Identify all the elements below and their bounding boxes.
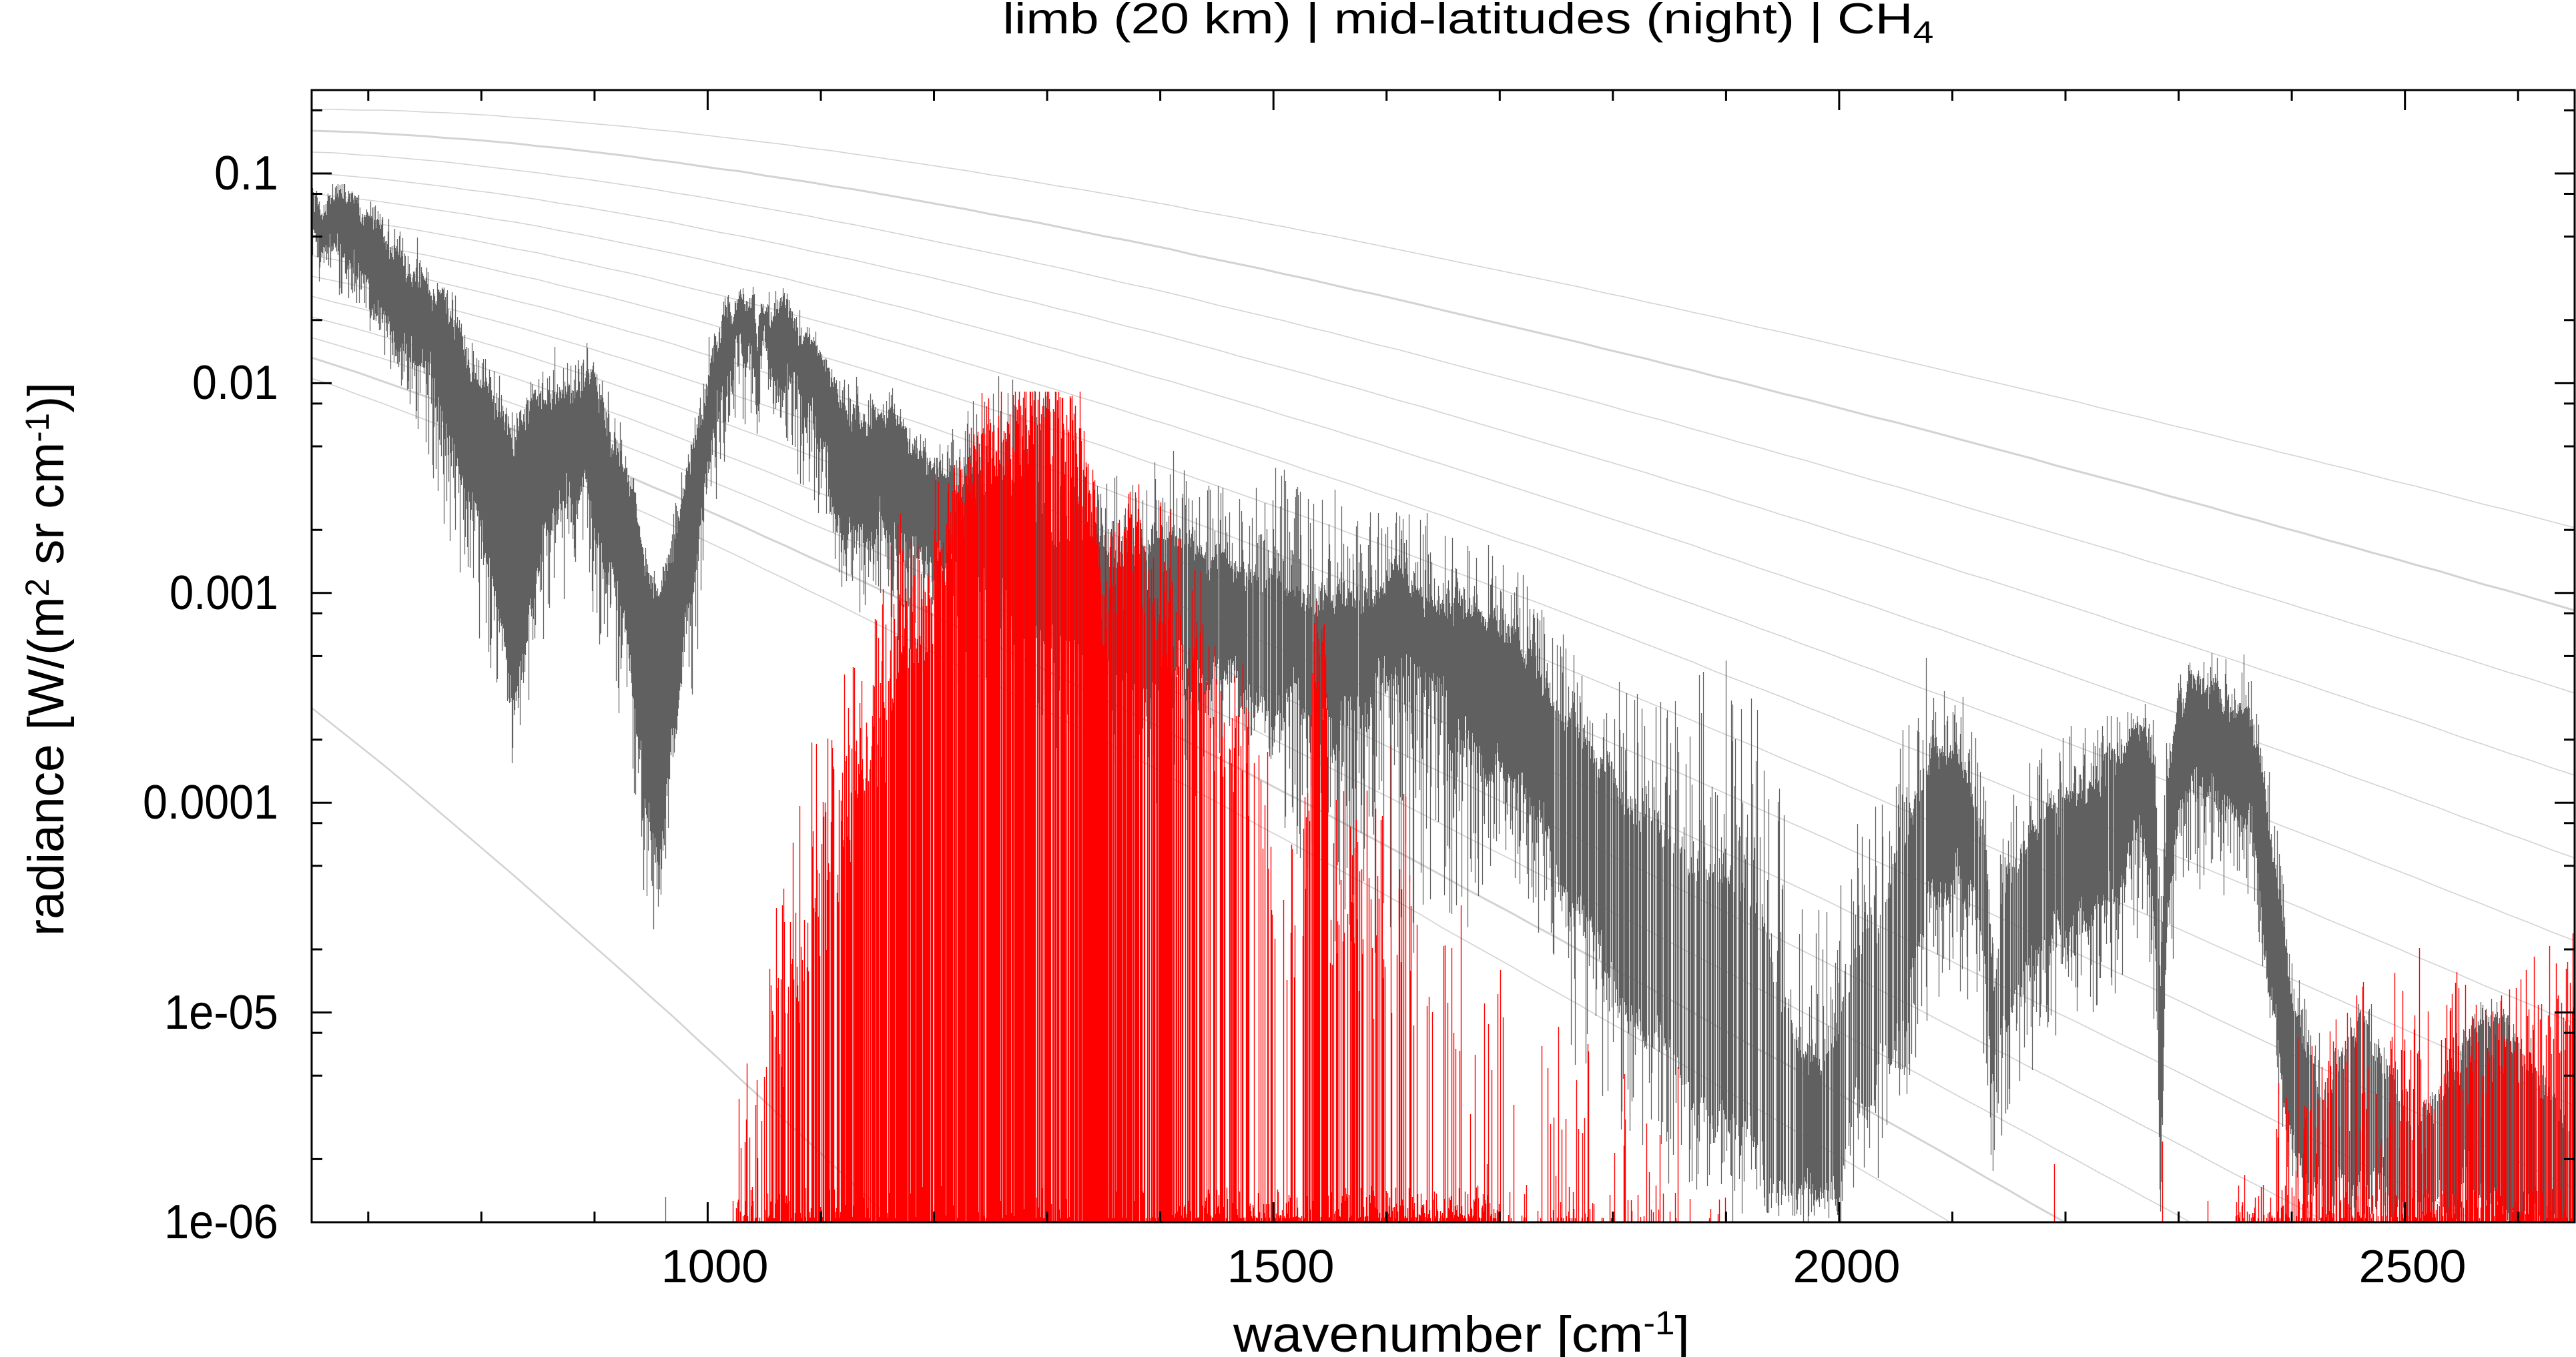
svg-text:0.01: 0.01 [192,356,278,410]
svg-text:limb (20 km) | mid-latitudes (: limb (20 km) | mid-latitudes (night) | C… [1003,0,1934,49]
svg-text:1500: 1500 [1227,1240,1335,1292]
svg-text:0.001: 0.001 [170,566,278,620]
svg-text:0.0001: 0.0001 [143,776,278,829]
svg-text:1e-05: 1e-05 [164,986,278,1039]
svg-text:2000: 2000 [1793,1240,1901,1292]
svg-text:radiance [W/(m2 sr cm-1)]: radiance [W/(m2 sr cm-1)] [18,382,75,936]
svg-text:2500: 2500 [2359,1240,2467,1292]
svg-text:1000: 1000 [661,1240,769,1292]
svg-text:1e-06: 1e-06 [164,1196,278,1249]
svg-text:wavenumber [cm-1]: wavenumber [cm -1] [1233,1304,1690,1357]
svg-text:0.1: 0.1 [214,147,278,200]
